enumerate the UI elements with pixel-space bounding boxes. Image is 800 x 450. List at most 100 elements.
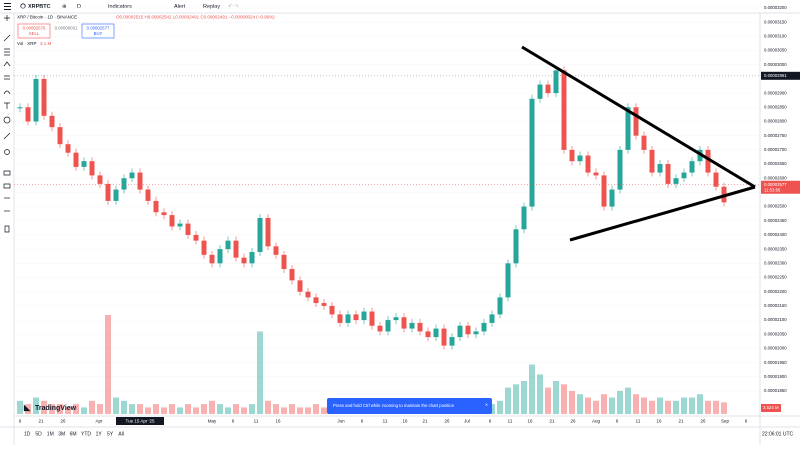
volume-bar xyxy=(689,397,695,414)
add-symbol[interactable]: ⊕ xyxy=(62,4,67,10)
volume-bar xyxy=(721,402,727,414)
fib-tool[interactable] xyxy=(4,48,10,56)
brush-tool[interactable] xyxy=(3,90,11,95)
volume-bar xyxy=(657,397,663,414)
symbol[interactable]: XRPBTC xyxy=(28,4,51,10)
volume-bar xyxy=(25,404,31,414)
candle-body xyxy=(585,155,591,173)
y-tick-label: 0.00002600 xyxy=(764,175,787,180)
y-tick-label: 0.00002300 xyxy=(764,260,787,265)
trendline-upper[interactable] xyxy=(521,45,756,189)
candle-body xyxy=(489,314,495,323)
buy-label: BUY xyxy=(94,31,103,36)
volume-bar xyxy=(249,404,255,414)
candle-body xyxy=(209,254,215,264)
x-tick-label: 26 xyxy=(700,419,706,424)
brand-logo[interactable]: ◣ xyxy=(23,403,31,412)
candle-body xyxy=(481,322,487,332)
y-tick-label: 0.00003000 xyxy=(764,62,787,67)
volume-bar xyxy=(209,400,215,414)
range-button[interactable]: All xyxy=(118,431,124,437)
range-button[interactable]: 5D xyxy=(35,431,42,437)
menu-icon[interactable] xyxy=(4,9,11,10)
volume-bar xyxy=(137,404,143,414)
trash-tool[interactable] xyxy=(4,225,10,233)
undo[interactable]: ↶ ↷ xyxy=(228,3,239,10)
line-tool[interactable] xyxy=(3,34,11,42)
volume-bar xyxy=(633,394,639,414)
volume-bar xyxy=(505,387,511,414)
volume-bar xyxy=(97,404,103,414)
candle-body xyxy=(105,183,111,201)
range-button[interactable]: 6M xyxy=(70,431,77,437)
crosshair-date-box xyxy=(116,417,164,425)
candle-body xyxy=(25,107,31,122)
toast-close[interactable]: × xyxy=(485,402,488,408)
candle-body xyxy=(681,172,687,179)
candle-body xyxy=(441,328,447,346)
x-tick-label: Tue 15 Apr '25 xyxy=(126,419,155,424)
range-button[interactable]: 5Y xyxy=(107,431,114,437)
brand[interactable]: TradingView xyxy=(35,405,77,412)
candle-body xyxy=(649,149,655,173)
range-button[interactable]: 1Y xyxy=(96,431,103,437)
text-tool[interactable] xyxy=(4,102,10,109)
candle-body xyxy=(113,189,119,201)
volume-bar xyxy=(649,400,655,414)
range-button[interactable]: 3M xyxy=(58,431,65,437)
volume-bar xyxy=(217,404,223,414)
candle-body xyxy=(641,135,647,150)
alert[interactable]: Alert xyxy=(174,4,186,10)
volume-bar xyxy=(521,381,527,414)
lock-tool[interactable] xyxy=(3,183,11,189)
trendline-lower[interactable] xyxy=(569,185,756,242)
volume-bar xyxy=(673,400,679,414)
toast xyxy=(327,398,492,414)
pattern-tool[interactable] xyxy=(3,61,11,67)
projection-tool[interactable] xyxy=(4,75,10,80)
volume-bar xyxy=(681,397,687,414)
volume-bar xyxy=(73,404,79,414)
interval[interactable]: D xyxy=(77,4,81,10)
y-tick-label: 0.00002250 xyxy=(764,275,787,280)
volume-bar xyxy=(281,407,287,414)
range-button[interactable]: YTD xyxy=(81,431,91,437)
y-tick-label: 0.00002000 xyxy=(764,346,787,351)
y-tick-label: 0.00001900 xyxy=(764,374,787,379)
sell-button[interactable] xyxy=(17,23,51,39)
volume-bar xyxy=(241,407,247,414)
volume-bar xyxy=(601,394,607,414)
volume-bar xyxy=(81,407,87,414)
menu-icon[interactable] xyxy=(4,3,11,4)
volume-bar xyxy=(121,400,127,414)
candle-body xyxy=(41,78,47,116)
candle-body xyxy=(89,161,95,176)
indicators[interactable]: Indicators xyxy=(108,4,132,10)
ruler-tool[interactable] xyxy=(3,132,11,140)
candle-body xyxy=(129,172,135,179)
x-tick-label: 21 xyxy=(549,419,555,424)
x-tick-label: 16 xyxy=(402,419,408,424)
menu-icon[interactable] xyxy=(4,6,11,7)
candle-body xyxy=(257,217,263,252)
buy-price: 0.00002577 xyxy=(87,26,110,31)
volume-bar xyxy=(305,407,311,414)
magnet-tool[interactable] xyxy=(3,170,11,176)
candle-body xyxy=(121,178,127,190)
emoji-tool[interactable] xyxy=(3,116,11,124)
range-button[interactable]: 1D xyxy=(24,431,31,437)
sell-label: SELL xyxy=(29,31,40,36)
x-tick-label: 6 xyxy=(361,419,364,424)
crosshair-tool[interactable] xyxy=(4,15,10,21)
zoom-tool[interactable] xyxy=(4,149,10,155)
volume-bar xyxy=(129,404,135,414)
top-bar xyxy=(0,0,800,13)
candle-body xyxy=(633,107,639,136)
range-button[interactable]: 1M xyxy=(47,431,54,437)
candle-body xyxy=(425,331,431,338)
candle-body xyxy=(337,314,343,323)
buy-button[interactable] xyxy=(81,23,115,39)
candle-body xyxy=(457,325,463,338)
replay[interactable]: Replay xyxy=(203,4,220,10)
